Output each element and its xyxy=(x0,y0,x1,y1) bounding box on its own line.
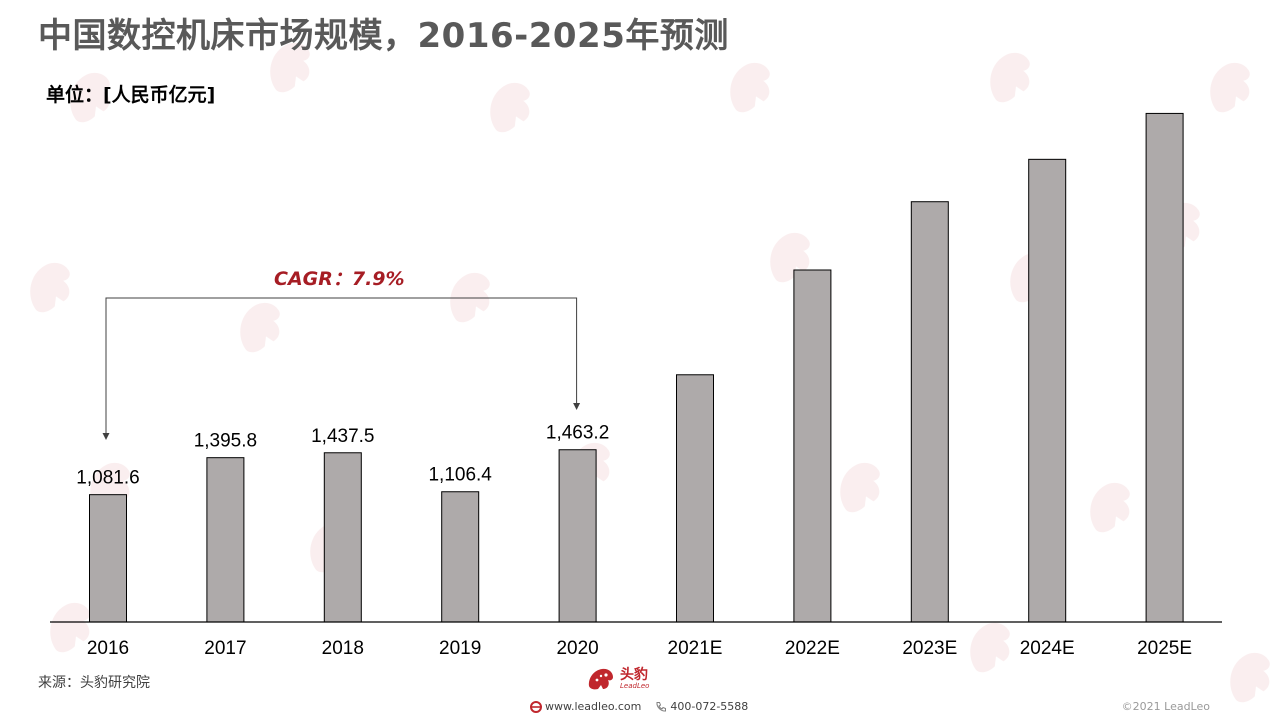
bar-2020 xyxy=(558,449,597,623)
x-tick-label: 2016 xyxy=(87,638,129,659)
bar-2018 xyxy=(323,452,362,623)
phone-item: 400-072-5588 xyxy=(655,700,748,713)
x-tick-label: 2023E xyxy=(902,638,957,659)
phone-icon xyxy=(656,701,667,712)
website-text: www.leadleo.com xyxy=(545,700,642,713)
x-tick-label: 2019 xyxy=(439,638,481,659)
copyright: ©2021 LeadLeo xyxy=(1121,700,1210,713)
x-tick-label: 2017 xyxy=(204,638,246,659)
data-label: 1,081.6 xyxy=(76,468,139,489)
data-label: 1,463.2 xyxy=(546,423,609,444)
x-tick-label: 2024E xyxy=(1020,638,1075,659)
cagr-arrow-right xyxy=(573,403,581,410)
x-tick-label: 2018 xyxy=(322,638,364,659)
leopard-logo-icon xyxy=(588,668,613,690)
footer-logo: 头豹 LeadLeo xyxy=(586,666,649,692)
bar-2022E xyxy=(793,269,832,623)
website-link[interactable]: www.leadleo.com xyxy=(530,700,641,713)
bar-2019 xyxy=(441,491,480,623)
page-title: 中国数控机床市场规模，2016-2025年预测 xyxy=(38,16,729,56)
logo-text: 头豹 xyxy=(620,667,648,683)
unit-label: 单位：[人民币亿元] xyxy=(46,84,216,106)
bar-2024E xyxy=(1028,158,1067,623)
x-tick-label: 2021E xyxy=(668,638,723,659)
x-tick-label: 2025E xyxy=(1137,638,1192,659)
cagr-bracket xyxy=(105,297,578,434)
data-label: 1,106.4 xyxy=(428,465,492,486)
cagr-label: CAGR：7.9% xyxy=(274,268,405,290)
x-tick-label: 2022E xyxy=(785,638,840,659)
bar-2016 xyxy=(89,494,127,623)
x-tick-label: 2020 xyxy=(556,638,598,659)
phone-text: 400-072-5588 xyxy=(670,700,749,713)
bar-2021E xyxy=(676,374,714,623)
bar-2025E xyxy=(1145,112,1184,623)
cagr-arrow-left xyxy=(102,433,110,440)
browser-icon xyxy=(530,700,542,713)
footer-links: www.leadleo.com 400-072-5588 xyxy=(530,700,748,713)
data-label: 1,437.5 xyxy=(311,426,374,447)
logo-subtext: LeadLeo xyxy=(620,682,650,690)
bar-2023E xyxy=(910,201,949,623)
bar-2017 xyxy=(206,457,245,623)
source-note: 来源：头豹研究院 xyxy=(38,675,150,691)
data-label: 1,395.8 xyxy=(194,431,257,452)
